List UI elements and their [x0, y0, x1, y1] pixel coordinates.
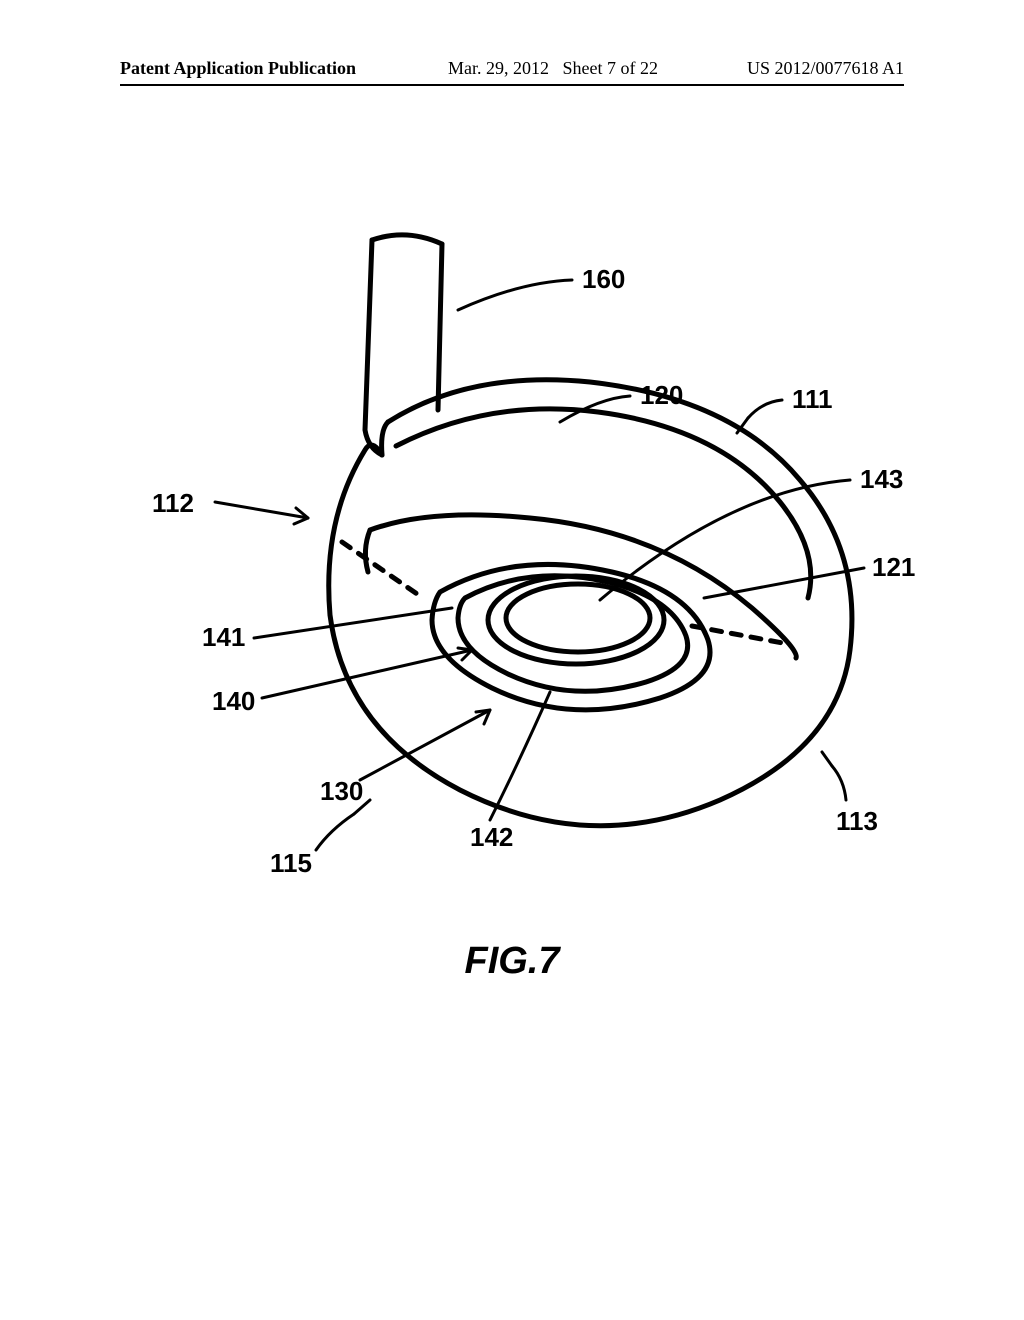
- ref-121: 121: [872, 552, 915, 583]
- ref-142: 142: [470, 822, 513, 853]
- hosel-outer-left: [365, 240, 382, 455]
- header-rule: [120, 84, 904, 86]
- weight-insert-inner: [506, 584, 650, 652]
- ref-143: 143: [860, 464, 903, 495]
- hosel-inner-lip: [382, 422, 388, 455]
- header-date-sheet: Mar. 29, 2012 Sheet 7 of 22: [448, 58, 658, 79]
- leader-113: [832, 766, 846, 800]
- figure-7: 160 120 111 143 112 121 141 140 130 115 …: [120, 220, 900, 920]
- figure-drawing: [120, 220, 900, 920]
- ref-160: 160: [582, 264, 625, 295]
- ref-130: 130: [320, 776, 363, 807]
- page-header: Patent Application Publication Mar. 29, …: [0, 56, 1024, 86]
- ref-112: 112: [152, 488, 194, 519]
- leader-121: [704, 568, 864, 598]
- sole-step-heel-lip: [365, 530, 370, 572]
- leader-115: [316, 814, 354, 850]
- parting-dash-heel: [342, 542, 420, 596]
- ref-111: 111: [792, 384, 833, 415]
- header-sheet: Sheet 7 of 22: [563, 58, 658, 78]
- leader-111: [748, 400, 782, 418]
- ref-120: 120: [640, 380, 683, 411]
- leader-142: [490, 692, 550, 820]
- clubhead-perimeter: [329, 380, 852, 826]
- ref-141: 141: [202, 622, 245, 653]
- leader-112: [215, 502, 308, 518]
- hosel-outer-right: [438, 244, 442, 410]
- header-date: Mar. 29, 2012: [448, 58, 549, 78]
- leader-160: [458, 280, 572, 310]
- ref-140: 140: [212, 686, 255, 717]
- leader-140: [262, 650, 472, 698]
- ref-113: 113: [836, 806, 878, 837]
- hosel-top-ellipse: [372, 235, 442, 244]
- figure-caption: FIG.7: [464, 940, 559, 983]
- leader-141: [254, 608, 452, 638]
- leader-113-tail: [822, 752, 832, 766]
- header-publication-type: Patent Application Publication: [120, 58, 356, 79]
- header-publication-number: US 2012/0077618 A1: [747, 58, 904, 79]
- ref-115: 115: [270, 848, 312, 879]
